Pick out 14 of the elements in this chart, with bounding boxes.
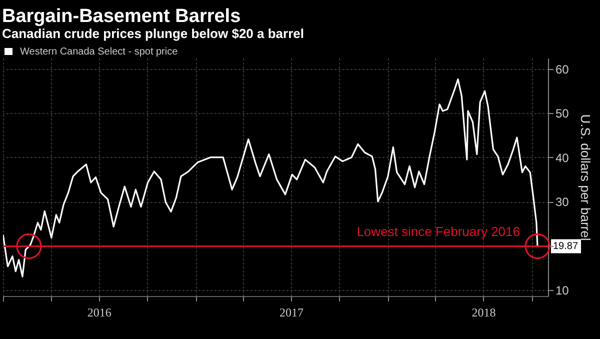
chart-title: Bargain-Basement Barrels bbox=[2, 6, 241, 27]
x-tick-label: 2016 bbox=[87, 306, 112, 320]
chart-subtitle: Canadian crude prices plunge below $20 a barrel bbox=[2, 26, 304, 41]
x-tick-label: 2018 bbox=[472, 306, 496, 320]
annotation: 19.87 bbox=[553, 241, 578, 252]
y-tick-label: 30 bbox=[556, 195, 570, 210]
y-tick-label: 50 bbox=[556, 106, 570, 121]
y-tick-label: 10 bbox=[556, 283, 570, 298]
x-tick-label: 2017 bbox=[280, 306, 304, 320]
y-tick-label: 40 bbox=[556, 150, 570, 165]
y-tick-label: 60 bbox=[556, 62, 570, 77]
legend-label: Western Canada Select - spot price bbox=[20, 46, 178, 58]
y-axis-title: U.S. dollars per barrel bbox=[578, 114, 593, 241]
ref-line-label: Lowest since February 2016 bbox=[356, 224, 520, 240]
